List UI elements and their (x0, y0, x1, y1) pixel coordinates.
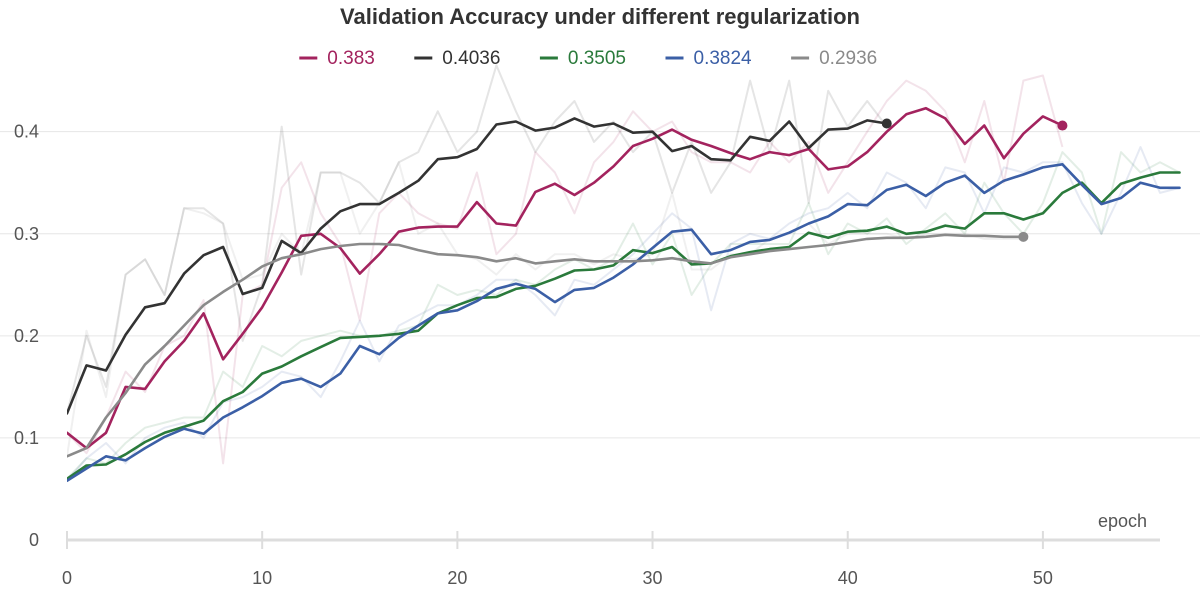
raw-line-series-3 (67, 151, 1180, 480)
x-tick-label-40: 40 (838, 568, 858, 588)
end-marker-series-1 (1057, 120, 1068, 131)
legend-label: 0.3505 (568, 48, 626, 69)
legend-label: 0.2936 (819, 48, 877, 69)
raw-line-series-1 (67, 74, 1064, 465)
y-tick-label-0-4: 0.4 (14, 122, 39, 142)
x-tick-label-50: 50 (1033, 568, 1053, 588)
y-tick-label-0: 0 (29, 530, 39, 550)
series-end-markers (881, 118, 1068, 242)
x-tick-label-0: 0 (62, 568, 72, 588)
x-axis-label: epoch (1098, 511, 1147, 531)
legend-label: 0.4036 (442, 48, 500, 69)
legend-item-4[interactable]: 0.3824 (665, 48, 753, 69)
end-marker-series-5 (1018, 231, 1029, 242)
legend-label: 0.383 (327, 48, 375, 69)
smoothed-line-series-5 (67, 233, 1025, 458)
smoothed-series-lines (67, 106, 1181, 483)
legend-item-3[interactable]: 0.3505 (539, 48, 626, 69)
y-tick-label-0-1: 0.1 (14, 428, 39, 448)
smoothed-line-series-4 (67, 163, 1181, 483)
smoothed-line-series-2 (67, 117, 889, 415)
smoothed-line-series-3 (67, 171, 1181, 481)
raw-line-series-4 (67, 146, 1180, 482)
x-axis-ticks: 0 10 20 30 40 50 (62, 531, 1053, 588)
raw-line-series-2 (67, 64, 888, 414)
y-tick-label-0-2: 0.2 (14, 326, 39, 346)
legend-item-1[interactable]: 0.383 (299, 48, 375, 69)
x-tick-label-10: 10 (252, 568, 272, 588)
end-marker-series-2 (881, 118, 892, 129)
smoothed-line-series-1 (67, 106, 1064, 450)
gridlines (0, 131, 1200, 439)
chart-title: Validation Accuracy under different regu… (340, 4, 860, 29)
y-axis-ticks: 0 0.1 0.2 0.3 0.4 (14, 122, 39, 550)
legend: 0.383 0.4036 0.3505 0.3824 0.2936 (299, 48, 877, 69)
legend-item-5[interactable]: 0.2936 (791, 48, 877, 69)
legend-item-2[interactable]: 0.4036 (414, 48, 500, 69)
y-tick-label-0-3: 0.3 (14, 224, 39, 244)
legend-label: 0.3824 (694, 48, 753, 69)
x-tick-label-20: 20 (447, 568, 467, 588)
x-tick-label-30: 30 (643, 568, 663, 588)
